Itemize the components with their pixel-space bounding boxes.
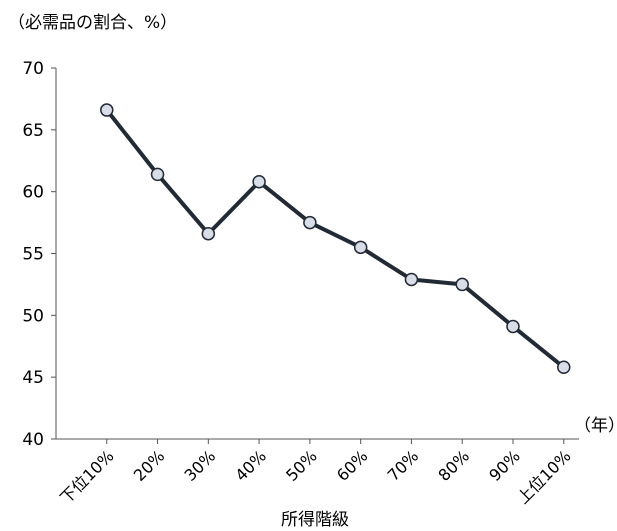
series-line xyxy=(104,108,566,370)
data-point xyxy=(455,277,469,292)
x-axis-title: 所得階級 xyxy=(281,510,349,530)
y-axis-title: （必需品の割合、%） xyxy=(8,13,177,33)
x-unit-label: （年） xyxy=(574,416,617,436)
x-tick-label: 下位10% xyxy=(56,446,117,507)
x-tick-label: 30% xyxy=(181,446,220,485)
x-tick-label: 70% xyxy=(384,446,423,485)
x-tick-label: 20% xyxy=(130,446,169,485)
data-point xyxy=(100,103,114,117)
x-tick-label: 50% xyxy=(282,446,321,485)
x-tick-label: 80% xyxy=(434,446,473,485)
data-point xyxy=(252,175,266,189)
x-ticks: 下位10% 20% 30% 40% 50% 60% 70% 80% 90%上位10% xyxy=(56,439,575,508)
data-point xyxy=(557,360,571,375)
y-tick-label: 40 xyxy=(22,430,44,450)
x-tick-label: 40% xyxy=(231,446,270,485)
y-tick-label: 55 xyxy=(22,245,44,265)
data-point xyxy=(353,240,368,255)
x-tick-label: 90% xyxy=(485,446,524,485)
data-point xyxy=(150,167,165,182)
data-point xyxy=(303,215,317,230)
x-tick-label: 60% xyxy=(333,446,372,485)
y-tick-label: 50 xyxy=(22,306,44,326)
x-tick-label: 上位10% xyxy=(513,446,574,507)
y-ticks: 40 45 50 55 60 65 70 xyxy=(22,59,56,450)
y-tick-label: 60 xyxy=(22,183,44,203)
y-tick-label: 70 xyxy=(22,59,44,79)
y-tick-label: 65 xyxy=(22,121,44,141)
data-point xyxy=(201,226,216,241)
data-markers xyxy=(100,103,571,375)
data-point xyxy=(506,319,520,334)
data-point xyxy=(404,272,419,287)
y-tick-label: 45 xyxy=(22,368,44,388)
